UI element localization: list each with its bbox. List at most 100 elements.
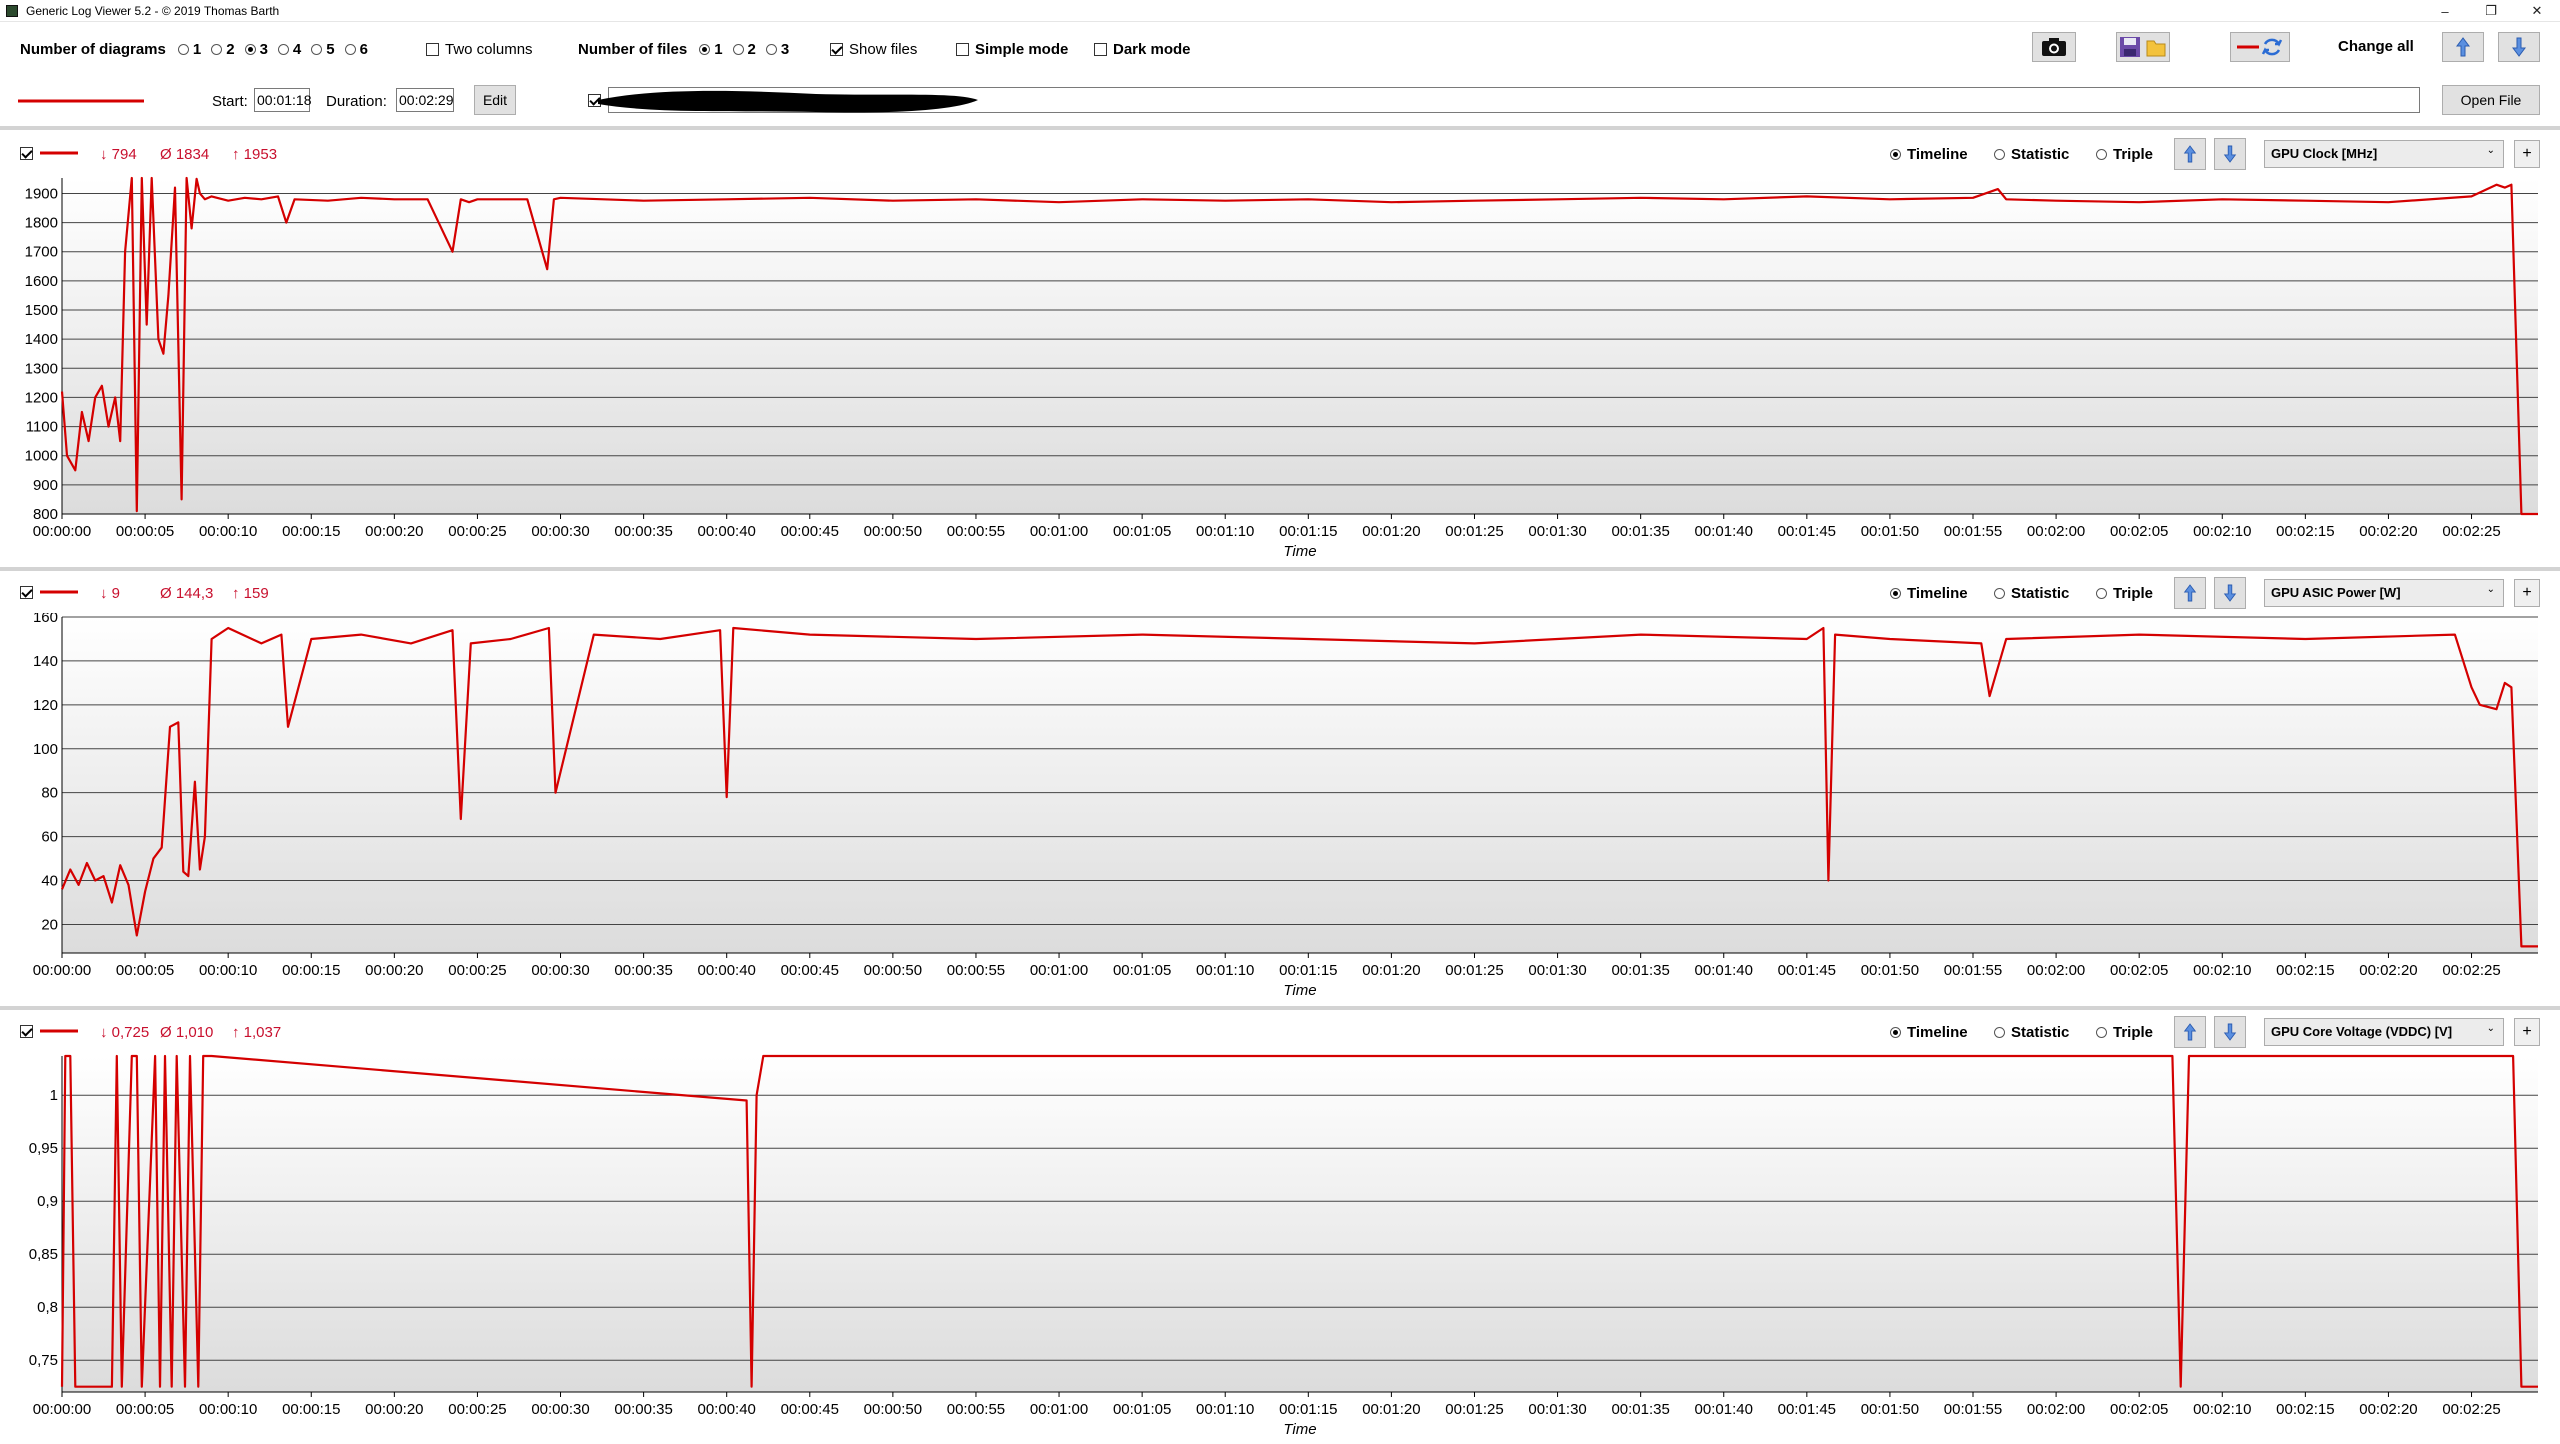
swap-colors-button[interactable]: [2230, 32, 2290, 62]
chart-svg[interactable]: 800 900 1000 1100 1200 1300 1400 1500 1600 1700 18…: [0, 174, 2560, 566]
show-files-checkbox[interactable]: Show files: [830, 41, 917, 58]
x-tick-label: 00:01:40: [1695, 1401, 1753, 1418]
move-down-button[interactable]: [2214, 577, 2246, 609]
files-option-2[interactable]: 2: [732, 40, 756, 58]
add-series-button[interactable]: +: [2514, 579, 2540, 607]
files-option-3[interactable]: 3: [765, 41, 789, 58]
add-series-button[interactable]: +: [2514, 140, 2540, 168]
sensor-select[interactable]: GPU Core Voltage (VDDC) [V] ⌄: [2264, 1018, 2504, 1046]
camera-icon: [2042, 38, 2066, 56]
x-tick-label: 00:00:55: [947, 1401, 1005, 1418]
chart-svg[interactable]: 0,75 0,8 0,85 0,9 0,95 1 00:00:00 00:00:05 00:00…: [0, 1052, 2560, 1444]
mode-timeline[interactable]: Timeline: [1890, 146, 1968, 163]
arrow-up-icon: [2183, 145, 2197, 163]
statistic-radio[interactable]: [1994, 149, 2005, 160]
sensor-select[interactable]: GPU ASIC Power [W] ⌄: [2264, 579, 2504, 607]
move-down-button[interactable]: [2214, 1016, 2246, 1048]
triple-radio[interactable]: [2096, 149, 2107, 160]
move-all-up-button[interactable]: [2442, 32, 2484, 62]
restore-button[interactable]: ❐: [2485, 3, 2497, 18]
chart-svg[interactable]: 20 40 60 80 100 120 140 160 00:00:00 00:00:05 00:0…: [0, 613, 2560, 1005]
diagrams-radio-2[interactable]: [211, 43, 223, 55]
move-up-button[interactable]: [2174, 577, 2206, 609]
timeline-radio[interactable]: [1890, 149, 1901, 160]
mode-statistic[interactable]: Statistic: [1994, 585, 2069, 602]
save-load-button[interactable]: [2116, 32, 2170, 62]
simple-mode-check[interactable]: [956, 42, 969, 56]
series-visible-check[interactable]: [20, 1025, 33, 1038]
diagrams-option-1[interactable]: 1: [177, 41, 201, 58]
y-tick-label: 1600: [25, 273, 58, 290]
x-tick-label: 00:01:55: [1944, 523, 2002, 540]
mode-statistic[interactable]: Statistic: [1994, 1024, 2069, 1041]
series-color-line: [40, 151, 78, 155]
minimize-button[interactable]: –: [2441, 3, 2449, 19]
triple-radio[interactable]: [2096, 1027, 2107, 1038]
x-tick-label: 00:02:25: [2442, 1401, 2500, 1418]
diagrams-radio-4[interactable]: [277, 43, 289, 55]
panel-separator[interactable]: [0, 1006, 2560, 1010]
y-tick-label: 1500: [25, 302, 58, 319]
y-tick-label: 60: [41, 829, 58, 846]
timeline-radio[interactable]: [1890, 588, 1901, 599]
files-radio-2[interactable]: [732, 43, 744, 55]
diagrams-radio-6[interactable]: [344, 43, 356, 55]
statistic-radio[interactable]: [1994, 1027, 2005, 1038]
two-columns-check[interactable]: [426, 42, 439, 56]
start-input[interactable]: 00:01:18: [254, 88, 312, 112]
move-down-button[interactable]: [2214, 138, 2246, 170]
statistic-radio[interactable]: [1994, 588, 2005, 599]
move-up-button[interactable]: [2174, 138, 2206, 170]
diagrams-radio-5[interactable]: [311, 43, 323, 55]
files-radio-label: 2: [747, 40, 756, 58]
diagrams-option-2[interactable]: 2: [211, 41, 235, 58]
mode-timeline[interactable]: Timeline: [1890, 1024, 1968, 1041]
mode-timeline[interactable]: Timeline: [1890, 585, 1968, 602]
y-tick-label: 1100: [26, 419, 58, 436]
edit-button[interactable]: Edit: [474, 85, 516, 115]
simple-mode-checkbox[interactable]: Simple mode: [956, 41, 1068, 58]
file-color-line[interactable]: [18, 98, 144, 104]
triple-radio[interactable]: [2096, 588, 2107, 599]
mode-triple[interactable]: Triple: [2096, 1024, 2153, 1041]
two-columns-checkbox[interactable]: Two columns: [426, 41, 533, 58]
diagrams-option-5[interactable]: 5: [311, 41, 335, 58]
dark-mode-check[interactable]: [1094, 42, 1107, 56]
diagrams-option-3[interactable]: 3: [244, 41, 268, 58]
close-button[interactable]: ✕: [2531, 3, 2543, 18]
dark-mode-checkbox[interactable]: Dark mode: [1094, 41, 1191, 58]
file-row: Start: 00:01:18 Duration: 00:02:29 Edit …: [0, 80, 2560, 124]
series-visible-check[interactable]: [20, 586, 33, 599]
diagrams-radio-3[interactable]: [244, 43, 256, 55]
series-visible-check[interactable]: [20, 147, 33, 160]
move-up-button[interactable]: [2174, 1016, 2206, 1048]
diagrams-option-6[interactable]: 6: [344, 41, 368, 58]
simple-mode-label: Simple mode: [975, 40, 1069, 58]
move-all-down-button[interactable]: [2498, 32, 2540, 62]
x-tick-label: 00:01:30: [1528, 1401, 1586, 1418]
show-files-check[interactable]: [830, 42, 843, 56]
diagrams-radio-1[interactable]: [177, 43, 189, 55]
mode-statistic[interactable]: Statistic: [1994, 146, 2069, 163]
sensor-select[interactable]: GPU Clock [MHz] ⌄: [2264, 140, 2504, 168]
x-tick-label: 00:00:55: [947, 523, 1005, 540]
x-tick-label: 00:00:15: [282, 962, 340, 979]
add-series-button[interactable]: +: [2514, 1018, 2540, 1046]
x-tick-label: 00:02:20: [2359, 962, 2417, 979]
series-color-line: [40, 590, 78, 594]
timeline-radio[interactable]: [1890, 1027, 1901, 1038]
duration-input[interactable]: 00:02:29: [396, 88, 454, 112]
x-tick-label: 00:01:35: [1611, 1401, 1669, 1418]
file-path-input[interactable]: [608, 87, 2420, 113]
window-title: Generic Log Viewer 5.2 - © 2019 Thomas B…: [26, 3, 280, 18]
panel-separator[interactable]: [0, 567, 2560, 571]
files-radio-1[interactable]: [699, 43, 711, 55]
screenshot-button[interactable]: [2032, 32, 2076, 62]
open-file-button[interactable]: Open File: [2442, 85, 2540, 115]
y-tick-label: 1200: [25, 389, 58, 406]
diagrams-option-4[interactable]: 4: [277, 41, 301, 58]
files-option-1[interactable]: 1: [699, 41, 723, 58]
mode-triple[interactable]: Triple: [2096, 585, 2153, 602]
mode-triple[interactable]: Triple: [2096, 146, 2153, 163]
files-radio-3[interactable]: [765, 43, 777, 55]
